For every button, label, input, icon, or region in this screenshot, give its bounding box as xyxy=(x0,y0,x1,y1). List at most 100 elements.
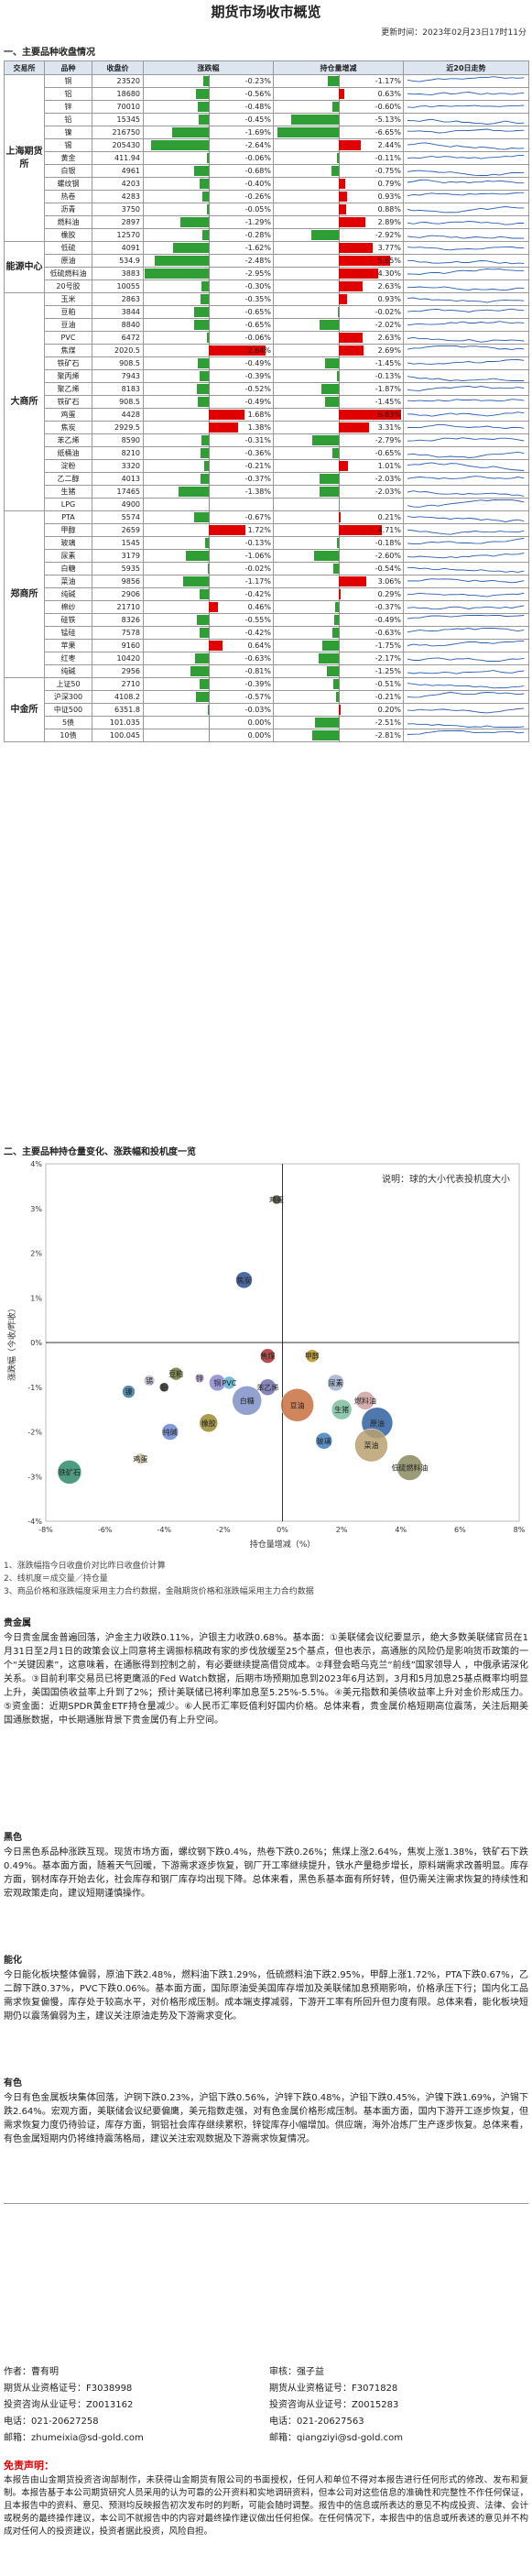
product-name: 铁矿石 xyxy=(44,356,92,370)
data-point-label: 焦炭 xyxy=(236,1276,251,1285)
trend-sparkline xyxy=(403,113,529,126)
product-name: 20号胶 xyxy=(44,280,92,293)
bar-value: -0.37% xyxy=(244,475,271,483)
trend-sparkline xyxy=(403,177,529,191)
author-line: 电话：021-20627258 xyxy=(4,2417,99,2427)
change-bar: -0.49% xyxy=(143,356,274,370)
table-row: 淀粉 3320 -0.21% 1.01% xyxy=(5,459,529,473)
change-bar: -0.35% xyxy=(143,292,274,306)
bar-value: -0.31% xyxy=(244,436,271,444)
zero-line xyxy=(338,614,340,626)
bar-value: -2.48% xyxy=(244,257,271,265)
oi-change-bar: -0.02% xyxy=(273,305,404,319)
bar-negative xyxy=(320,320,339,330)
header-product: 品种 xyxy=(44,60,92,75)
data-point-label: 原油 xyxy=(370,1419,385,1428)
bar-value: -0.30% xyxy=(244,282,271,290)
trend-sparkline xyxy=(403,74,529,88)
bar-negative xyxy=(199,589,209,599)
bar-value: -2.95% xyxy=(244,269,271,278)
bar-positive xyxy=(338,576,367,586)
table-row: LPG 4900 xyxy=(5,498,529,511)
sparkline-path xyxy=(407,723,525,728)
data-point-label: 甲醇 xyxy=(305,1352,320,1361)
x-tick-label: 2% xyxy=(336,1526,348,1534)
bar-negative xyxy=(198,358,209,368)
reviewer-line: 邮箱：qiangziyi@sd-gold.com xyxy=(269,2433,403,2443)
trend-sparkline xyxy=(403,369,529,383)
zero-line xyxy=(208,704,210,716)
exchange-name: 中金所 xyxy=(4,677,45,742)
bar-value: 6.83% xyxy=(377,411,401,419)
product-name: 纯碱 xyxy=(44,587,92,601)
header-trend: 近20日走势 xyxy=(403,60,529,75)
oi-change-bar: -2.79% xyxy=(273,433,404,447)
data-point xyxy=(305,1349,320,1363)
bar-negative xyxy=(290,115,339,125)
close-price: 2710 xyxy=(92,677,144,691)
close-price: 8210 xyxy=(92,446,144,460)
bar-positive xyxy=(338,345,364,356)
data-point-label: 焦煤 xyxy=(260,1352,275,1361)
table-row: 橡胶 12570 -0.28% -2.92% xyxy=(5,228,529,242)
oi-change-bar: 2.63% xyxy=(273,331,404,345)
zero-line xyxy=(338,434,340,446)
bar-value: -0.28% xyxy=(244,231,271,239)
close-price: 6351.8 xyxy=(92,703,144,717)
bar-value: -2.03% xyxy=(375,475,401,483)
sparkline-path xyxy=(407,692,525,698)
oi-change-bar: 2.69% xyxy=(273,344,404,357)
sparkline-path xyxy=(407,490,525,497)
trend-sparkline xyxy=(403,215,529,229)
oi-change-bar xyxy=(273,498,404,511)
close-price: 4013 xyxy=(92,472,144,486)
table-row: 鸡蛋 4428 1.68% 6.83% xyxy=(5,408,529,422)
oi-change-bar: 0.29% xyxy=(273,587,404,601)
bar-value: 0.79% xyxy=(377,180,401,188)
bar-value: -6.65% xyxy=(375,128,401,137)
zero-line xyxy=(208,383,210,395)
close-price: 2659 xyxy=(92,523,144,537)
oi-change-bar: 0.63% xyxy=(273,87,404,101)
data-point-label: 燃料油 xyxy=(354,1396,376,1405)
trend-sparkline xyxy=(403,562,529,575)
sparkline-path xyxy=(407,566,525,573)
close-price: 70010 xyxy=(92,100,144,114)
table-row: 铁矿石 908.5 -0.49% -1.45% xyxy=(5,356,529,370)
sparkline-path xyxy=(407,423,525,429)
chart-notes: 1、涨跌幅指今日收盘价对比昨日收盘价计算 2、线机度＝成交量／持仓量 3、商品价… xyxy=(4,1560,528,1598)
oi-change-bar: 0.88% xyxy=(273,203,404,216)
zero-line xyxy=(338,396,340,408)
bar-negative xyxy=(173,243,209,253)
trend-sparkline xyxy=(403,485,529,499)
product-name: 豆油 xyxy=(44,318,92,332)
oi-change-bar: -0.60% xyxy=(273,100,404,114)
bar-value: 3.31% xyxy=(377,423,401,432)
sparkline-path xyxy=(407,529,525,535)
sparkline-path xyxy=(407,657,525,663)
data-point xyxy=(199,1413,218,1432)
oi-change-bar: -0.21% xyxy=(273,690,404,704)
bar-positive xyxy=(338,410,402,420)
data-point xyxy=(354,1428,388,1463)
bar-negative xyxy=(200,179,209,189)
table-row: 焦炭 2929.5 1.38% 3.31% xyxy=(5,421,529,434)
close-price: 12570 xyxy=(92,228,144,242)
heading-black: 黑色 xyxy=(4,1833,22,1843)
oi-change-bar: -0.65% xyxy=(273,446,404,460)
zero-line xyxy=(208,203,210,215)
product-name: 沥青 xyxy=(44,203,92,216)
bar-negative xyxy=(320,474,339,484)
bar-negative xyxy=(200,679,209,689)
product-name: 聚乙烯 xyxy=(44,382,92,396)
zero-line xyxy=(338,229,340,241)
update-time: 更新时间：2023年02月23日17时11分 xyxy=(381,28,527,38)
change-bar: -2.95% xyxy=(143,267,274,280)
bar-negative xyxy=(205,538,209,548)
product-name: 铁矿石 xyxy=(44,395,92,409)
oi-change-bar: -2.92% xyxy=(273,228,404,242)
data-point xyxy=(260,1348,276,1364)
oi-change-bar: 2.44% xyxy=(273,138,404,152)
table-row: 豆粕 3844 -0.65% -0.02% xyxy=(5,305,529,319)
note-2: 2、线机度＝成交量／持仓量 xyxy=(4,1574,108,1584)
